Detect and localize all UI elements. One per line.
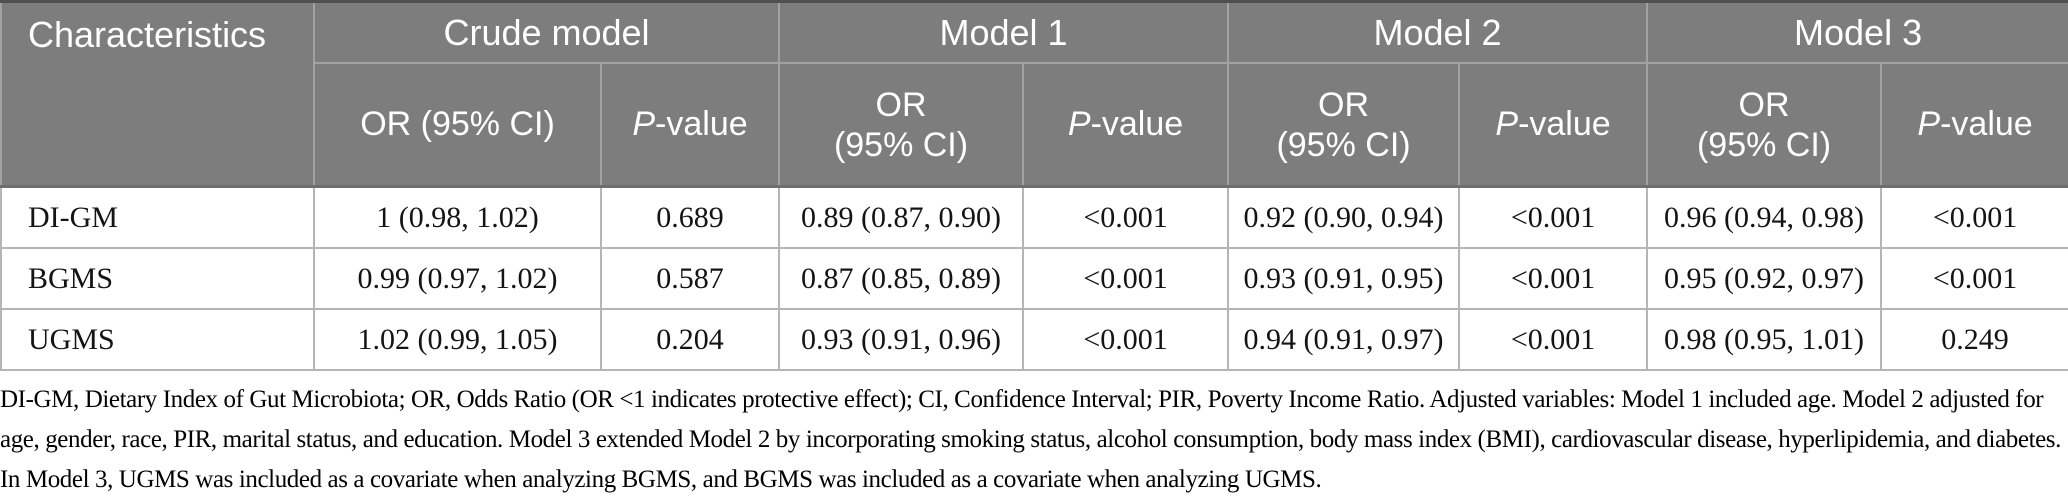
header-group-model-2: Model 2 <box>1227 0 1649 64</box>
results-table: Characteristics Crude model Model 1 Mode… <box>0 0 2068 371</box>
cell-characteristic: UGMS <box>0 308 315 371</box>
cell-characteristic: DI-GM <box>0 185 315 249</box>
cell-or-ci-model-1: 0.89 (0.87, 0.90) <box>778 185 1025 249</box>
or-label: OR <box>875 85 927 124</box>
cell-p-value-model-3: <0.001 <box>1880 185 2068 249</box>
header-group-model-1: Model 1 <box>778 0 1230 64</box>
cell-p-value-model-3: 0.249 <box>1880 308 2068 371</box>
cell-p-value-model-1: <0.001 <box>1022 185 1230 249</box>
header-or-ci-model-3: OR (95% CI) <box>1646 62 1883 188</box>
cell-or-ci-model-1: 0.87 (0.85, 0.89) <box>778 247 1025 310</box>
header-or-ci-model-1: OR (95% CI) <box>778 62 1025 188</box>
p-value-label-rest: -value <box>1090 105 1184 143</box>
ci-label: (95% CI) <box>833 125 969 164</box>
header-p-value-model-2: P-value <box>1458 62 1649 188</box>
or-label: OR <box>1318 85 1370 124</box>
header-or-ci-crude: OR (95% CI) <box>313 62 602 188</box>
table-row-bgms: BGMS 0.99 (0.97, 1.02) 0.587 0.87 (0.85,… <box>0 247 2068 310</box>
header-group-model-3: Model 3 <box>1646 0 2068 64</box>
header-p-value-model-3: P-value <box>1880 62 2068 188</box>
cell-or-ci-crude: 1.02 (0.99, 1.05) <box>313 308 602 371</box>
header-group-crude-model: Crude model <box>312 0 781 64</box>
cell-p-value-model-1: <0.001 <box>1022 247 1230 310</box>
cell-or-ci-crude: 1 (0.98, 1.02) <box>313 185 602 249</box>
cell-p-value-crude: 0.204 <box>599 308 781 371</box>
cell-p-value-crude: 0.689 <box>599 185 781 249</box>
cell-or-ci-model-2: 0.92 (0.90, 0.94) <box>1227 185 1461 249</box>
cell-or-ci-model-1: 0.93 (0.91, 0.96) <box>778 308 1025 371</box>
cell-p-value-crude: 0.587 <box>599 247 781 310</box>
p-value-label-rest: -value <box>1940 105 2033 143</box>
cell-p-value-model-2: <0.001 <box>1458 308 1649 371</box>
or-label: OR <box>1738 85 1790 124</box>
cell-or-ci-model-3: 0.98 (0.95, 1.01) <box>1646 308 1883 371</box>
header-characteristics: Characteristics <box>0 0 315 188</box>
cell-characteristic: BGMS <box>0 247 315 310</box>
header-p-value-model-1: P-value <box>1022 62 1230 188</box>
table-row-ugms: UGMS 1.02 (0.99, 1.05) 0.204 0.93 (0.91,… <box>0 308 2068 371</box>
table-footnote: DI-GM, Dietary Index of Gut Microbiota; … <box>0 386 2061 493</box>
p-value-label-rest: -value <box>655 105 748 143</box>
cell-or-ci-model-2: 0.94 (0.91, 0.97) <box>1227 308 1461 371</box>
cell-p-value-model-1: <0.001 <box>1022 308 1230 371</box>
cell-or-ci-crude: 0.99 (0.97, 1.02) <box>313 247 602 310</box>
cell-or-ci-model-2: 0.93 (0.91, 0.95) <box>1227 247 1461 310</box>
p-value-label-italic: P <box>1917 105 1941 143</box>
p-value-label-italic: P <box>1495 105 1519 143</box>
cell-p-value-model-3: <0.001 <box>1880 247 2068 310</box>
header-p-value-crude: P-value <box>599 62 781 188</box>
cell-or-ci-model-3: 0.96 (0.94, 0.98) <box>1646 185 1883 249</box>
p-value-label-italic: P <box>1067 105 1091 143</box>
cell-p-value-model-2: <0.001 <box>1458 247 1649 310</box>
header-or-ci-model-2: OR (95% CI) <box>1227 62 1461 188</box>
ci-label: (95% CI) <box>1276 125 1411 164</box>
table-row-di-gm: DI-GM 1 (0.98, 1.02) 0.689 0.89 (0.87, 0… <box>0 185 2068 249</box>
table-body: DI-GM 1 (0.98, 1.02) 0.689 0.89 (0.87, 0… <box>0 185 2068 371</box>
header-group-row: Characteristics Crude model Model 1 Mode… <box>0 0 2068 188</box>
p-value-label-rest: -value <box>1518 105 1611 143</box>
cell-or-ci-model-3: 0.95 (0.92, 0.97) <box>1646 247 1883 310</box>
cell-p-value-model-2: <0.001 <box>1458 185 1649 249</box>
p-value-label-italic: P <box>632 105 656 143</box>
table-header: Characteristics Crude model Model 1 Mode… <box>0 0 2068 188</box>
ci-label: (95% CI) <box>1696 125 1832 164</box>
header-sub-row: OR (95% CI) P-value OR (95% CI) P-value O… <box>1 62 2068 188</box>
